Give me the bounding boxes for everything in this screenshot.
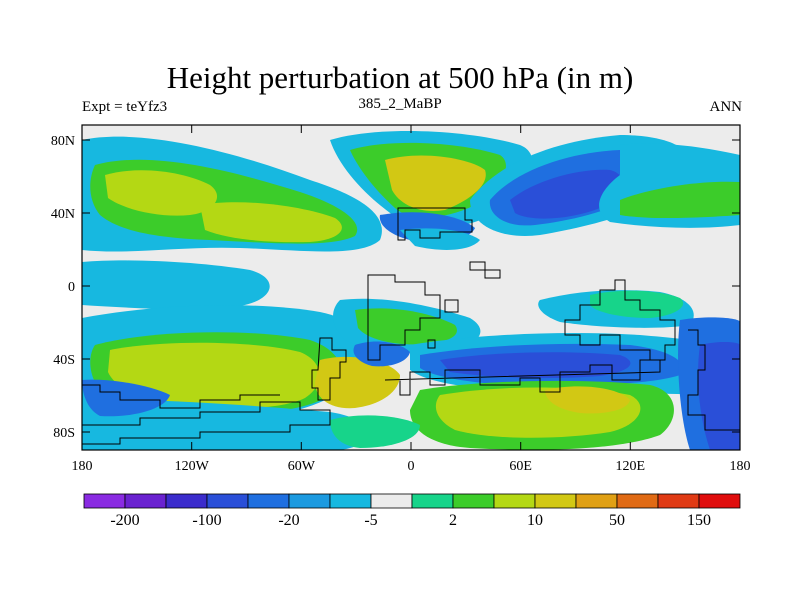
- map-field: [82, 125, 740, 450]
- lon-tick-label: 180: [730, 459, 751, 474]
- run-label: 385_2_MaBP: [358, 96, 442, 112]
- yellow-core-north-west-2: [200, 202, 342, 243]
- colorbar-swatch: [575, 493, 618, 509]
- colorbar-swatch: [534, 493, 577, 509]
- green-core-east-north: [620, 181, 740, 219]
- lon-tick-label: 60E: [509, 459, 532, 474]
- cyan-band-southern-edge: [82, 399, 369, 450]
- colorbar-swatch: [493, 493, 536, 509]
- lon-tick-label: 120W: [175, 459, 210, 474]
- colorbar-swatch: [165, 493, 208, 509]
- colorbar-label: -5: [364, 512, 377, 529]
- coast-tropical-africa: [367, 274, 441, 361]
- colorbar-swatch: [411, 493, 454, 509]
- colorbar-label: -100: [192, 512, 221, 529]
- yellow-core-south-center: [315, 356, 400, 409]
- colorbar-swatch: [247, 493, 290, 509]
- lon-tick-label: 120E: [616, 459, 646, 474]
- blue-patch-southwest: [82, 379, 170, 417]
- coast-north-atlantic: [397, 207, 473, 241]
- coast-australia-region: [564, 279, 676, 361]
- colorbar-swatch: [657, 493, 700, 509]
- green-patch-south-south: [330, 415, 420, 448]
- coast-island-2: [444, 299, 459, 313]
- coast-island-1: [469, 261, 501, 279]
- coastlines: [82, 207, 740, 445]
- colorbar-label: 50: [609, 512, 625, 529]
- yellow-core-north-west-1: [105, 170, 218, 216]
- colorbar-swatch: [616, 493, 659, 509]
- lat-tick-label: 80S: [53, 426, 75, 441]
- colorbar-swatch: [329, 493, 372, 509]
- colorbar-label: 150: [687, 512, 711, 529]
- orange-core-south-pacific-east: [545, 386, 630, 414]
- season-label: ANN: [709, 99, 743, 115]
- colorbar-swatch: [206, 493, 249, 509]
- colorbar-swatch: [83, 493, 126, 509]
- lon-tick-label: 60W: [288, 459, 316, 474]
- yellow-core-north: [385, 155, 486, 211]
- coast-southern-africa: [384, 359, 661, 396]
- coast-south-america: [311, 337, 347, 401]
- colorbar-label: 10: [527, 512, 543, 529]
- colorbar-swatch: [452, 493, 495, 509]
- coast-east: [687, 329, 740, 431]
- lat-tick-label: 40S: [53, 353, 75, 368]
- lon-tick-label: 180: [72, 459, 93, 474]
- lat-tick-label: 40N: [51, 207, 75, 222]
- coast-antarctica: [82, 401, 331, 445]
- coast-southern-west: [82, 384, 280, 409]
- green-core-south-atlantic: [355, 308, 457, 345]
- lat-tick-label: 0: [68, 280, 75, 295]
- lat-tick-label: 80N: [51, 134, 75, 149]
- lon-axis: 180 120W 60W 0 60E 120E 180: [72, 125, 751, 474]
- colorbar-swatch: [288, 493, 331, 509]
- lat-axis: 80N 40N 0 40S 80S: [51, 134, 740, 441]
- colorbar-label: 2: [449, 512, 457, 529]
- coast-island-3: [427, 339, 436, 349]
- colorbar: -200 -100 -20 -5 2 10 50 150: [83, 493, 741, 529]
- colorbar-swatch: [124, 493, 167, 509]
- lon-tick-label: 0: [408, 459, 415, 474]
- plot-title: Height perturbation at 500 hPa (in m): [166, 60, 634, 95]
- experiment-label: Expt = teYfz3: [82, 99, 168, 115]
- colorbar-swatch: [698, 493, 741, 509]
- colorbar-swatch: [370, 493, 413, 509]
- colorbar-label: -200: [110, 512, 139, 529]
- colorbar-label: -20: [278, 512, 299, 529]
- blue-low-north-core: [510, 169, 623, 219]
- blue-core-south-east: [698, 341, 740, 450]
- cyan-patch-tropical-west: [82, 260, 270, 310]
